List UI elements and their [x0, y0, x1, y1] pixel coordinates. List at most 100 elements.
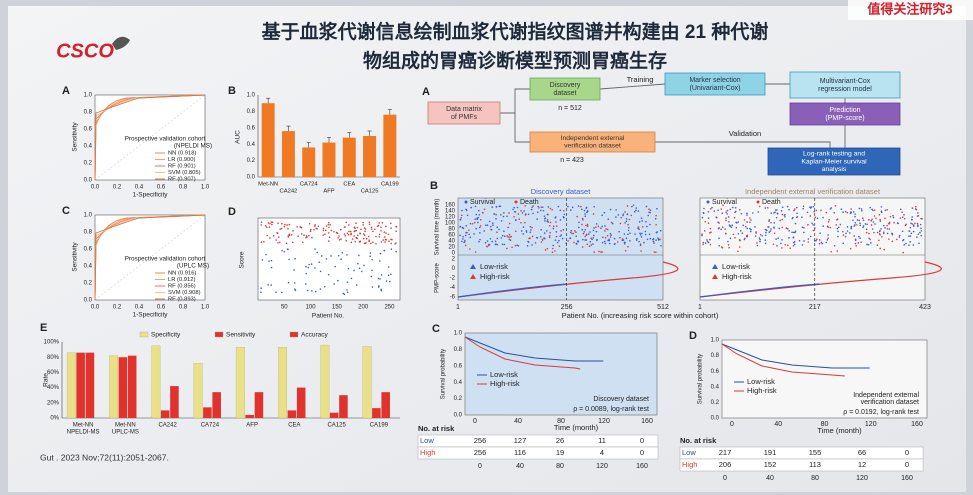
scatter-dot [648, 208, 650, 210]
scatter-dot [624, 211, 626, 213]
scatter-dot [500, 220, 503, 222]
panel-label: B [228, 85, 236, 97]
scatter-dot [354, 230, 356, 232]
scatter-dot [825, 241, 828, 244]
diagonal [94, 94, 206, 181]
test-label: ρ = 0.0089, log-rank test [573, 406, 649, 413]
y-tick-label: 1.0 [84, 93, 93, 99]
scatter-dot [375, 235, 377, 238]
bar [281, 131, 295, 177]
scatter-dot [803, 240, 805, 242]
scatter-dot [728, 220, 730, 223]
scatter-dot [322, 229, 325, 232]
scatter-dot [718, 222, 720, 224]
scatter-dot [837, 230, 839, 233]
scatter-dot [581, 228, 584, 231]
scatter-dot [304, 283, 307, 285]
plot-frame [94, 94, 206, 181]
scatter-dot [461, 209, 463, 212]
scatter-dot [330, 229, 333, 232]
scatter-dot [630, 214, 633, 217]
scatter-dot [306, 289, 309, 292]
scatter-dot [265, 226, 268, 228]
x-tick-label: 100 [306, 305, 317, 311]
scatter-dot [267, 222, 270, 224]
scatter-dot [592, 243, 594, 245]
scatter-dot [266, 234, 268, 237]
risk-curve-low [457, 283, 567, 298]
risk-cell: 191 [764, 448, 777, 457]
scatter-dot [618, 230, 620, 233]
scatter-dot [809, 215, 812, 217]
scatter-dot [478, 213, 481, 216]
scatter-dot [868, 219, 870, 221]
scatter-dot [810, 206, 813, 208]
scatter-dot [741, 232, 744, 235]
scatter-dot [873, 209, 876, 211]
scatter-dot [578, 226, 580, 229]
scatter-dot [479, 218, 482, 221]
legend-entry: Sensitivity [226, 332, 256, 339]
legend-entry: RF (0.893) [168, 297, 196, 303]
scatter-dot [509, 236, 511, 238]
y-tick-label: 120 [445, 215, 456, 221]
scatter-dot [845, 232, 847, 235]
scatter-dot [555, 235, 558, 238]
scatter-dot [347, 233, 350, 236]
scatter-dot [530, 208, 533, 211]
legend-dot [756, 200, 760, 204]
scatter-dot [503, 243, 506, 246]
scatter-dot [768, 231, 771, 233]
scatter-dot [520, 210, 522, 212]
x-tick-label: AFP [246, 423, 258, 429]
scatter-dot [305, 236, 307, 239]
scatter-dot [842, 234, 845, 236]
bar [245, 414, 254, 418]
scatter-dot [816, 217, 819, 220]
legend-entry: LR (0.900) [168, 157, 195, 163]
scatter-dot [854, 221, 857, 224]
flow-box [529, 77, 601, 101]
scatter-dot [883, 231, 885, 233]
scatter-dot [346, 289, 348, 291]
scatter-dot [385, 225, 387, 228]
scatter-dot [746, 214, 748, 216]
flow-box-text: Data matrix [446, 106, 482, 113]
legend-entry: Survival [712, 199, 737, 206]
scatter-dot [325, 258, 328, 260]
scatter-dot [327, 223, 330, 226]
scatter-dot [340, 238, 342, 240]
scatter-dot [866, 243, 868, 246]
scatter-dot [641, 232, 643, 235]
scatter-dot [593, 227, 595, 229]
scatter-dot [860, 241, 862, 244]
scatter-dot [886, 224, 888, 227]
scatter-dot [363, 234, 366, 237]
scatter-dot [524, 214, 527, 216]
scatter-dot [901, 230, 904, 233]
scatter-dot [605, 228, 607, 230]
scatter-dot [781, 239, 783, 241]
scatter-dot [598, 250, 600, 253]
scatter-dot [540, 209, 542, 212]
scatter-dot [778, 227, 780, 230]
scatter-dot [540, 206, 543, 208]
scatter-dot [260, 291, 262, 293]
scatter-dot [908, 235, 910, 237]
scatter-dot [773, 232, 776, 235]
scatter-dot [886, 232, 889, 235]
y-tick-label: 0.8 [247, 109, 256, 115]
scatter-dot [370, 242, 372, 245]
y-tick-label: 0.2 [84, 161, 93, 167]
scatter-dot [858, 219, 861, 222]
scatter-dot [609, 236, 612, 238]
scatter-dot [728, 224, 731, 226]
y-tick-label: 0.4 [84, 264, 93, 270]
scatter-dot [278, 241, 281, 244]
scatter-dot [348, 230, 350, 233]
scatter-dot [488, 220, 491, 223]
scatter-dot [887, 222, 890, 225]
scatter-dot [859, 222, 861, 225]
scatter-dot [551, 247, 554, 250]
risk-cell: 4 [600, 448, 604, 457]
